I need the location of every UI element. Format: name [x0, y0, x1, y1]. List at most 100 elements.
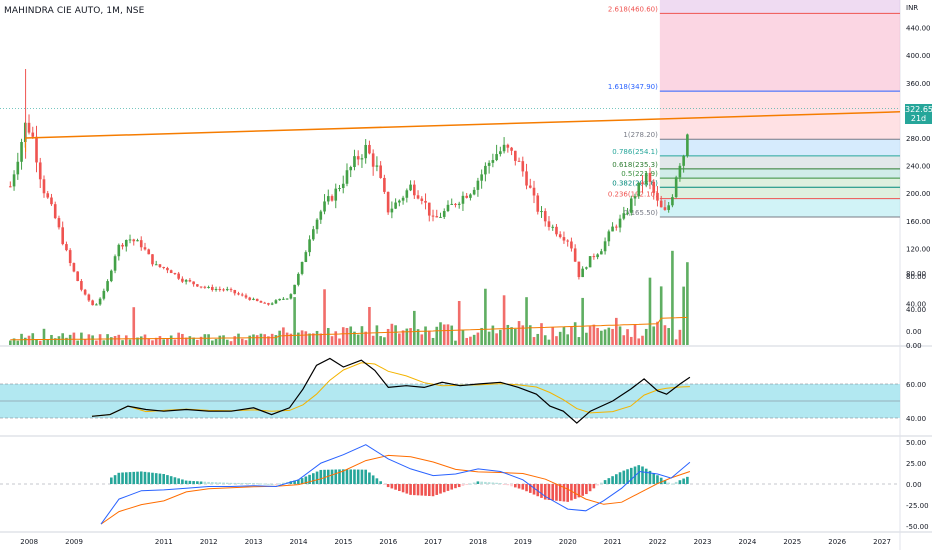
- candle-body: [383, 177, 386, 192]
- volume-bar: [338, 338, 341, 345]
- volume-bar: [491, 325, 495, 345]
- volume-bar: [87, 334, 91, 345]
- candle-body: [304, 252, 308, 262]
- candle-body: [558, 234, 562, 238]
- candle-body: [207, 286, 210, 288]
- macd-histogram-bar: [345, 469, 349, 484]
- candle-body: [353, 156, 356, 168]
- candle-body: [484, 165, 487, 175]
- volume-bar: [225, 339, 229, 345]
- volume-bar: [588, 326, 592, 345]
- volume-bar: [360, 326, 364, 345]
- candle-body: [240, 294, 244, 296]
- macd-histogram-bar: [532, 484, 536, 495]
- candle-body: [551, 226, 555, 228]
- candle-body: [76, 271, 79, 282]
- volume-bar: [439, 322, 442, 345]
- volume-bar: [222, 335, 225, 345]
- volume-bar: [457, 300, 461, 345]
- volume-bar: [405, 328, 409, 345]
- fib-zone: [659, 139, 900, 156]
- candle-body: [225, 289, 229, 291]
- macd-histogram-bar: [442, 484, 446, 493]
- candle-body: [652, 181, 656, 193]
- macd-histogram-bar: [207, 481, 210, 484]
- last-price-badge[interactable]: 322.65 21d 5h: [905, 103, 932, 132]
- macd-histogram-bar: [506, 484, 510, 486]
- candle-body: [68, 250, 72, 264]
- macd-histogram-bar: [338, 469, 341, 484]
- volume-bar: [667, 328, 670, 345]
- candle-body: [607, 231, 611, 242]
- candle-body: [439, 216, 442, 218]
- volume-bar: [652, 326, 656, 345]
- candle-body: [555, 226, 558, 235]
- volume-bar: [562, 327, 566, 345]
- candle-body: [65, 244, 68, 251]
- candle-body: [222, 289, 225, 291]
- macd-histogram-bar: [454, 484, 457, 489]
- volume-bar: [128, 339, 132, 345]
- volume-bar: [543, 335, 547, 345]
- candle-body: [431, 215, 435, 217]
- candle-body: [139, 240, 143, 248]
- candle-body: [521, 161, 525, 172]
- candle-body: [600, 251, 603, 255]
- macd-histogram-bar: [491, 482, 495, 484]
- candle-body: [570, 241, 573, 249]
- macd-histogram-bar: [278, 483, 281, 485]
- volume-bar: [315, 330, 319, 345]
- volume-bar: [368, 306, 371, 345]
- candle-body: [27, 122, 31, 133]
- volume-bar: [16, 340, 20, 345]
- candle-body: [424, 200, 427, 203]
- candle-body: [618, 218, 622, 228]
- macd-histogram-bar: [158, 473, 162, 484]
- macd-histogram-bar: [203, 481, 207, 484]
- fib-level-label: 0.5(221.9): [621, 170, 658, 178]
- price-axis-tick: 160.00: [906, 218, 931, 226]
- volume-bar: [192, 337, 195, 345]
- rsi-moving-average: [91, 362, 690, 417]
- volume-bar: [300, 330, 304, 345]
- candle-body: [364, 144, 367, 159]
- price-axis-tick: 120.00: [906, 245, 931, 253]
- candle-body: [491, 160, 495, 163]
- macd-histogram-bar: [659, 477, 663, 484]
- macd-histogram-bar: [566, 484, 569, 502]
- candle-body: [289, 294, 293, 299]
- fib-level-label: 0.236(192.10): [608, 191, 658, 199]
- candle-body: [20, 141, 23, 162]
- macd-histogram-bar: [315, 471, 319, 484]
- price-axis-tick: 360.00: [906, 80, 931, 88]
- macd-histogram-bar: [184, 480, 188, 484]
- macd-histogram-bar: [192, 481, 195, 484]
- volume-bar: [581, 297, 584, 345]
- volume-bar: [181, 333, 184, 345]
- volume-bar: [57, 336, 61, 345]
- candle-body: [517, 160, 521, 162]
- volume-bar: [113, 336, 117, 345]
- candle-body: [151, 254, 154, 265]
- volume-bar: [244, 340, 248, 345]
- macd-histogram-bar: [469, 483, 472, 485]
- volume-bar: [618, 326, 622, 345]
- macd-histogram-bar: [514, 484, 517, 488]
- candle-body: [499, 151, 502, 155]
- macd-histogram-bar: [177, 478, 180, 484]
- volume-bar: [416, 329, 420, 345]
- volume-bar: [91, 335, 94, 345]
- candle-body: [270, 303, 274, 305]
- candle-body: [667, 205, 670, 210]
- macd-histogram-bar: [409, 484, 412, 495]
- candle-body: [83, 289, 87, 295]
- time-axis-tick: 2016: [379, 538, 397, 546]
- candle-body: [177, 273, 180, 279]
- macd-histogram-bar: [334, 469, 338, 484]
- volume-bar: [469, 336, 472, 345]
- macd-histogram-bar: [499, 483, 502, 485]
- candle-body: [390, 208, 394, 213]
- volume-bar: [285, 332, 289, 345]
- volume-bar: [510, 327, 513, 345]
- candle-body: [237, 293, 240, 295]
